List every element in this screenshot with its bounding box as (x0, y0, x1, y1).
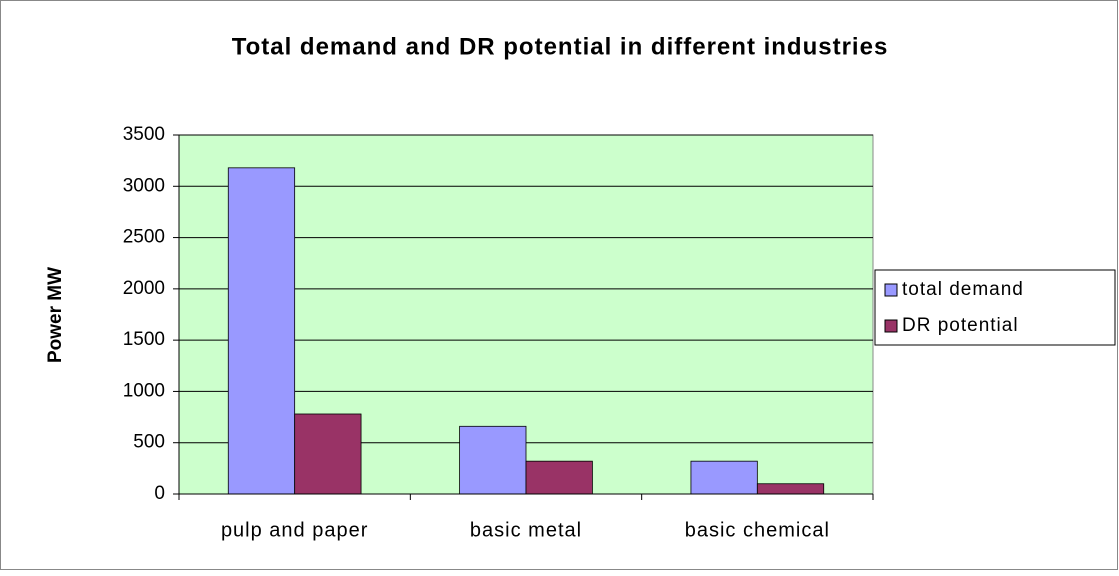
bar (690, 460, 758, 495)
y-tick-label: 2500 (123, 227, 165, 248)
y-tick-label: 3000 (123, 175, 165, 196)
y-tick-label: 1000 (123, 380, 165, 401)
y-tick-label: 3500 (123, 124, 165, 145)
x-tick-label: basic chemical (685, 519, 830, 541)
y-tick-label: 500 (133, 432, 165, 453)
chart-title: Total demand and DR potential in differe… (232, 33, 889, 60)
legend-label: DR potential (902, 315, 1019, 336)
bar (756, 483, 825, 495)
y-axis-label: Power MW (45, 267, 66, 363)
x-tick-label: pulp and paper (221, 519, 368, 541)
bar (525, 460, 593, 495)
legend-swatch (884, 319, 898, 333)
legend-box (874, 269, 1116, 346)
legend-label: total demand (902, 279, 1024, 300)
x-tick-label: basic metal (470, 519, 582, 541)
y-tick-label: 1500 (123, 329, 165, 350)
legend-swatch (884, 283, 898, 297)
bar (294, 413, 362, 495)
bar (459, 425, 527, 495)
y-tick-label: 2000 (123, 278, 165, 299)
y-tick-label: 0 (154, 483, 165, 504)
bar (227, 167, 296, 495)
